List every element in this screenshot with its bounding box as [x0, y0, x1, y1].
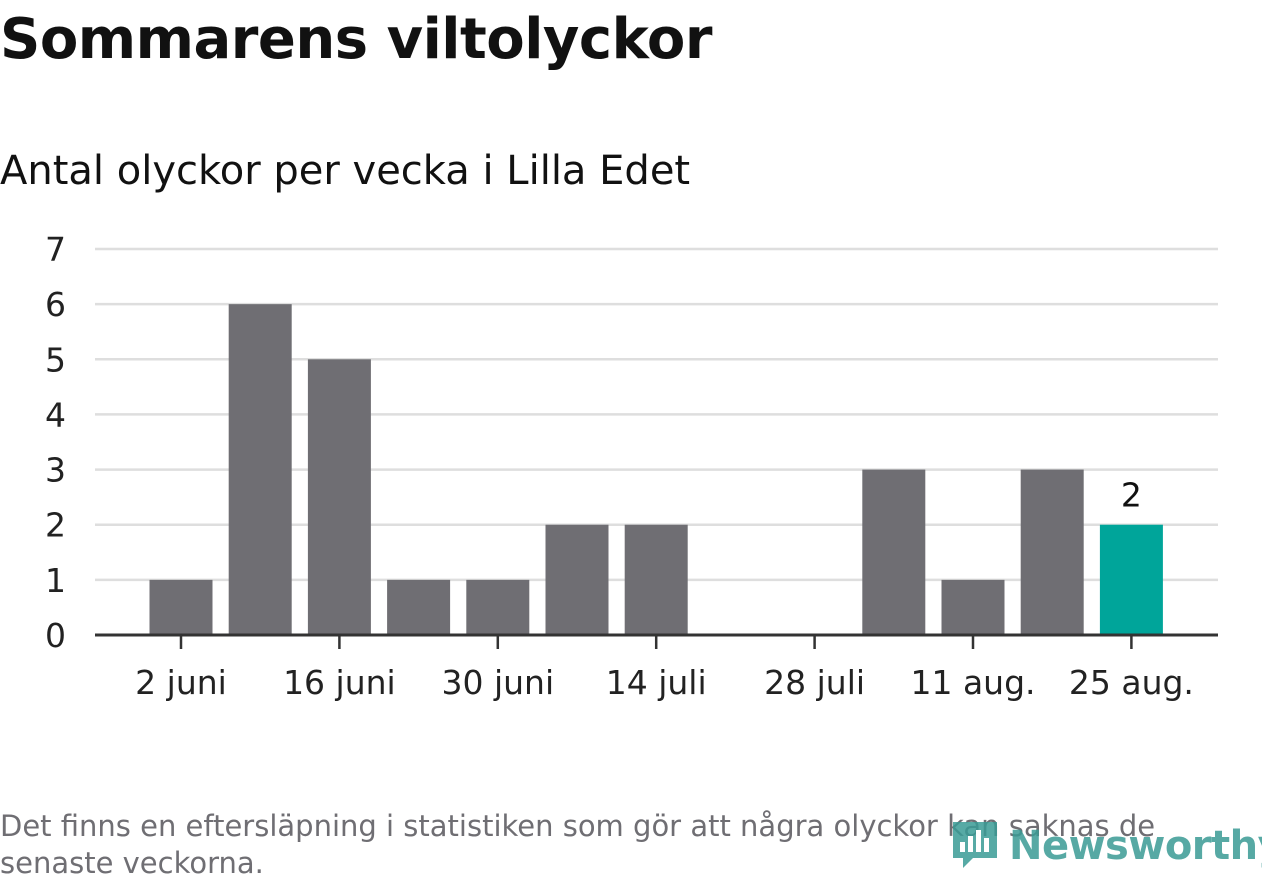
bars	[149, 304, 1163, 635]
bar-highlight	[1099, 524, 1163, 635]
bar	[466, 579, 530, 635]
x-tick-label: 28 juli	[764, 663, 865, 702]
chart-title: Sommarens viltolyckor	[0, 7, 712, 72]
bar-chart: 0 1 2 3 4 5 6 7 2 juni 16 juni 30 juni 14 juli 28 j…	[45, 230, 1218, 702]
y-tick-label: 0	[45, 616, 66, 655]
chart-subtitle: Antal olyckor per vecka i Lilla Edet	[0, 148, 691, 194]
x-tick-label: 30 juni	[441, 663, 554, 702]
bar	[387, 579, 451, 635]
data-label: 2	[1121, 476, 1142, 515]
brand-name: Newsworthy	[1009, 823, 1262, 869]
x-tick-label: 2 juni	[135, 663, 227, 702]
newsworthy-chart-bubble-icon	[951, 818, 999, 874]
y-tick-label: 2	[45, 506, 66, 545]
y-tick-label: 6	[45, 285, 66, 324]
y-tick-label: 1	[45, 561, 66, 600]
x-tick-label: 14 juli	[606, 663, 707, 702]
y-tick-label: 5	[45, 340, 66, 379]
bar	[941, 579, 1005, 635]
bar	[1020, 469, 1084, 635]
bar	[624, 524, 688, 635]
x-tick-label: 11 aug.	[910, 663, 1035, 702]
x-axis-ticks: 2 juni 16 juni 30 juni 14 juli 28 juli 11 aug…	[95, 633, 1218, 702]
bar	[228, 304, 292, 635]
y-tick-label: 4	[45, 395, 66, 434]
y-tick-label: 3	[45, 451, 66, 490]
newsworthy-logo[interactable]: Newsworthy	[951, 818, 1262, 874]
bar	[862, 469, 926, 635]
data-labels: 2	[1121, 476, 1142, 515]
bar	[545, 524, 609, 635]
y-tick-label: 7	[45, 230, 66, 269]
y-axis-ticks: 0 1 2 3 4 5 6 7	[45, 230, 66, 655]
x-tick-label: 25 aug.	[1069, 663, 1194, 702]
bar	[307, 359, 371, 635]
x-tick-label: 16 juni	[283, 663, 396, 702]
bar	[149, 579, 213, 635]
